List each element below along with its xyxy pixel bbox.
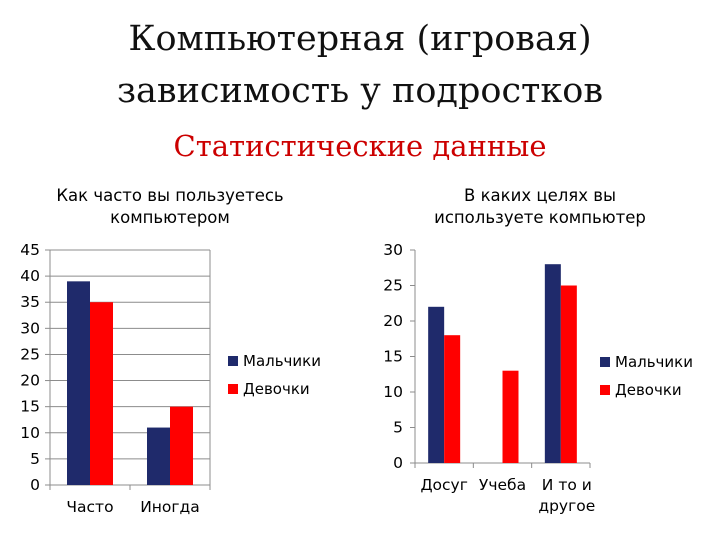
legend-label: Мальчики	[243, 352, 321, 370]
bar-girls	[502, 370, 519, 463]
y-tick-label: 10	[383, 383, 403, 401]
y-tick-label: 10	[20, 424, 40, 442]
category-label: Иногда	[140, 498, 200, 516]
legend-swatch	[228, 356, 238, 366]
legend-label: Девочки	[243, 380, 310, 398]
y-tick-label: 5	[30, 450, 40, 468]
bar-girls	[444, 335, 461, 463]
chart-frequency: 0 5 10 15 20 25 30 35 40 45 Часто Иногда Мальчики Дев…	[20, 241, 321, 516]
y-tick-label: 5	[393, 419, 403, 437]
bar-girls	[560, 285, 577, 463]
bar-boys	[147, 427, 170, 485]
y-tick-label: 40	[20, 267, 40, 285]
y-tick-label: 15	[383, 348, 403, 366]
chart-purpose-title-line: В каких целях вы	[464, 186, 616, 205]
category-label: Учеба	[479, 476, 526, 494]
legend-swatch	[600, 385, 610, 395]
bar-boys	[67, 281, 90, 485]
legend-label: Мальчики	[615, 353, 693, 371]
y-tick-label: 20	[20, 372, 40, 390]
y-tick-label: 45	[20, 241, 40, 259]
y-tick-label: 20	[383, 312, 403, 330]
page-title-line-1: Компьютерная (игровая)	[128, 19, 592, 59]
chart-purpose-title: В каких целях вы используете компьютер	[385, 185, 695, 229]
chart-frequency-title: Как часто вы пользуетесь компьютером	[20, 185, 320, 229]
y-tick-label: 0	[30, 476, 40, 494]
chart-purpose: 0 5 10 15 20 25 30 Досуг Учеба И то и другое Мальчи…	[383, 241, 693, 515]
y-tick-label: 35	[20, 293, 40, 311]
y-tick-label: 30	[383, 241, 403, 259]
y-tick-label: 25	[383, 277, 403, 295]
bar-girls	[170, 406, 193, 485]
category-label: Досуг	[420, 476, 467, 494]
category-label: Часто	[66, 498, 113, 516]
y-tick-label: 25	[20, 345, 40, 363]
legend-swatch	[600, 357, 610, 367]
bar-girls	[90, 302, 113, 485]
y-tick-label: 15	[20, 398, 40, 416]
chart-frequency-title-line: Как часто вы пользуетесь	[56, 186, 284, 205]
page-title-line-2: зависимость у подростков	[116, 71, 604, 111]
legend-label: Девочки	[615, 381, 682, 399]
legend-swatch	[228, 384, 238, 394]
chart-purpose-title-line: используете компьютер	[434, 208, 646, 227]
category-label: другое	[538, 497, 595, 515]
bar-boys	[428, 306, 445, 463]
category-label: И то и	[542, 476, 592, 494]
bar-boys	[544, 264, 561, 463]
chart-frequency-title-line: компьютером	[110, 208, 230, 227]
y-tick-label: 30	[20, 319, 40, 337]
page-subtitle: Статистические данные	[173, 129, 547, 163]
y-tick-label: 0	[393, 454, 403, 472]
